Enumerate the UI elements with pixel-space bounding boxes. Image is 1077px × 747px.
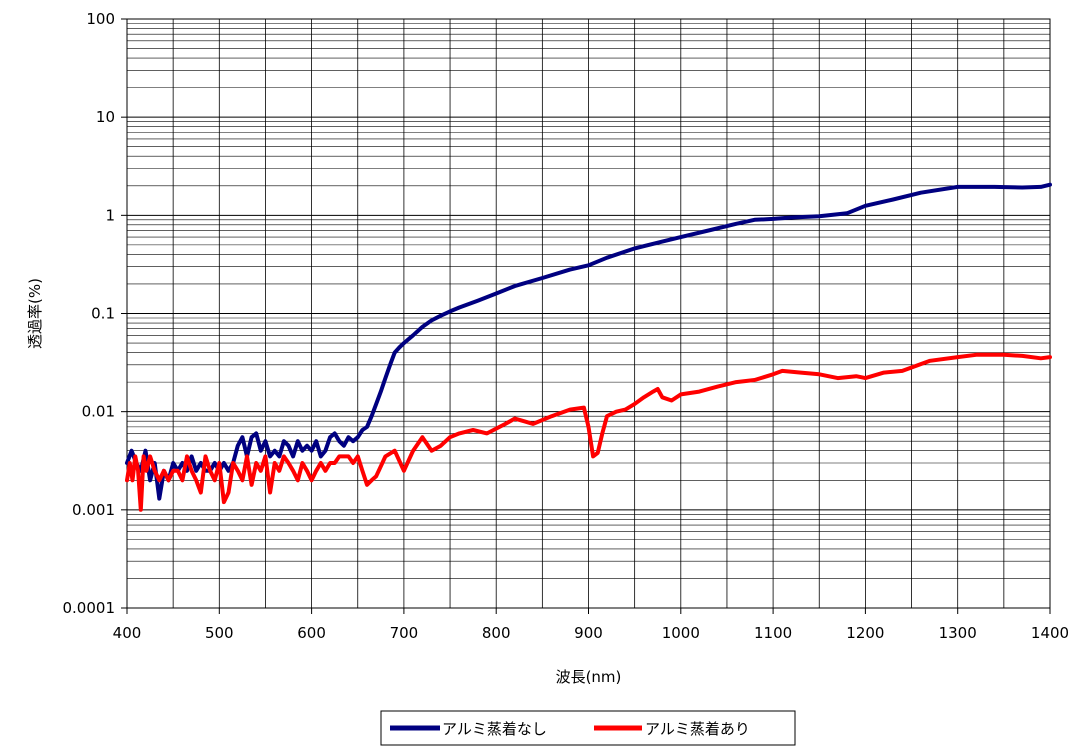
x-axis-tick-labels: 400 500 600 700 800 900 1000 1100 1200 1300 1400 bbox=[113, 624, 1069, 642]
y-tick-label: 0.0001 bbox=[63, 599, 116, 617]
x-axis-title: 波長(nm) bbox=[556, 668, 622, 686]
x-tick-label: 900 bbox=[574, 624, 603, 642]
y-tick-label: 0.01 bbox=[82, 403, 115, 421]
y-tick-label: 0.1 bbox=[91, 305, 115, 323]
x-tick-label: 500 bbox=[205, 624, 234, 642]
x-tick-label: 600 bbox=[297, 624, 326, 642]
x-tick-label: 700 bbox=[390, 624, 419, 642]
series-line-0 bbox=[125, 182, 1052, 501]
y-axis-tick-labels: 0.0001 0.001 0.01 0.1 1 10 100 bbox=[63, 10, 116, 617]
x-tick-label: 800 bbox=[482, 624, 511, 642]
x-tick-label: 1100 bbox=[754, 624, 792, 642]
x-tick-label: 1200 bbox=[846, 624, 884, 642]
series-layer bbox=[125, 182, 1052, 512]
series-line-1 bbox=[125, 352, 1052, 512]
legend-box bbox=[380, 710, 796, 746]
y-axis-title: 透過率(%) bbox=[26, 278, 44, 349]
y-tick-label: 10 bbox=[96, 108, 115, 126]
x-tick-label: 1000 bbox=[662, 624, 700, 642]
legend-label-no-coating: アルミ蒸着なし bbox=[442, 720, 547, 738]
x-tick-label: 400 bbox=[113, 624, 142, 642]
legend: アルミ蒸着なし アルミ蒸着あり bbox=[380, 710, 796, 746]
x-tick-label: 1300 bbox=[939, 624, 977, 642]
x-tick-label: 1400 bbox=[1031, 624, 1069, 642]
y-tick-label: 1 bbox=[105, 206, 115, 224]
plot-area-frame bbox=[126, 18, 1051, 609]
legend-label-with-coating: アルミ蒸着あり bbox=[645, 720, 750, 738]
y-tick-label: 100 bbox=[86, 10, 115, 28]
y-tick-label: 0.001 bbox=[72, 501, 115, 519]
